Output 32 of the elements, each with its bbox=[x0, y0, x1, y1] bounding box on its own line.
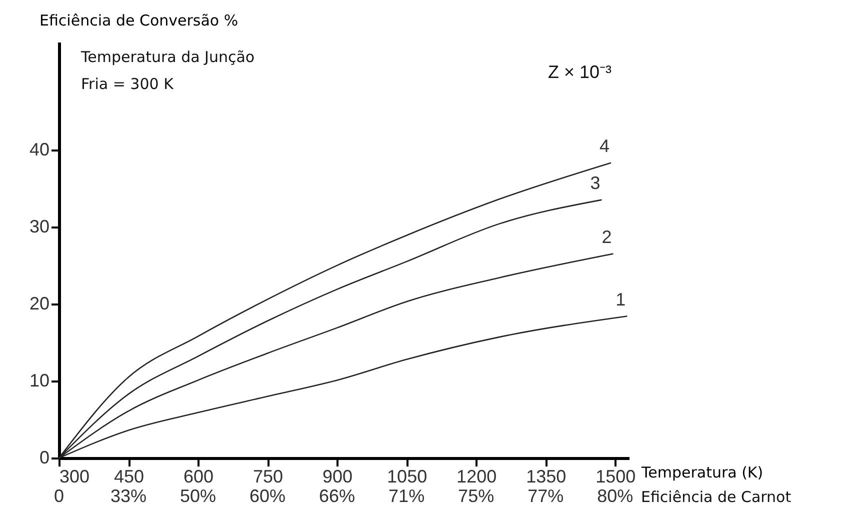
series-label: 1 bbox=[616, 289, 626, 310]
text: Eficiência de Carnot bbox=[641, 488, 792, 506]
x-tick-label: 600 bbox=[184, 466, 214, 486]
x-tick-label: 450 bbox=[114, 466, 144, 486]
x-axis-title: Temperatura (K) bbox=[640, 464, 764, 482]
series-label: 3 bbox=[590, 172, 600, 193]
x-tick-label: 750 bbox=[253, 466, 284, 486]
x-tick-label: 1200 bbox=[456, 466, 497, 486]
annotation: Temperatura da Junção Fria = 300 K bbox=[80, 48, 255, 93]
x-tick-label: 1500 bbox=[596, 466, 636, 486]
y-tick-label: 0 bbox=[39, 448, 50, 468]
x-tick-label: 900 bbox=[322, 466, 353, 486]
text: 77% bbox=[528, 486, 564, 506]
series-label: 2 bbox=[602, 226, 612, 247]
series-label: 4 bbox=[599, 136, 610, 156]
text: 66% bbox=[319, 486, 356, 506]
text: 0 bbox=[54, 486, 64, 506]
x-tick-label: 300 bbox=[60, 466, 90, 486]
x-tick-label: 1350 bbox=[526, 466, 566, 486]
annotation: Z × 10⁻³ bbox=[548, 62, 612, 82]
y-tick-label: 20 bbox=[29, 293, 50, 314]
y-tick-label: 40 bbox=[29, 139, 50, 160]
text: 80% bbox=[597, 486, 634, 506]
text: 60% bbox=[250, 486, 286, 506]
text: 50% bbox=[180, 486, 216, 506]
y-axis-title: Eficiência de Conversão % bbox=[40, 12, 238, 30]
x-tick-label: 1050 bbox=[387, 466, 428, 486]
y-tick-label: 10 bbox=[29, 370, 50, 390]
text: 33% bbox=[110, 486, 147, 506]
text: 71% bbox=[388, 486, 425, 506]
text: 75% bbox=[458, 486, 494, 506]
y-tick-label: 30 bbox=[29, 216, 50, 236]
